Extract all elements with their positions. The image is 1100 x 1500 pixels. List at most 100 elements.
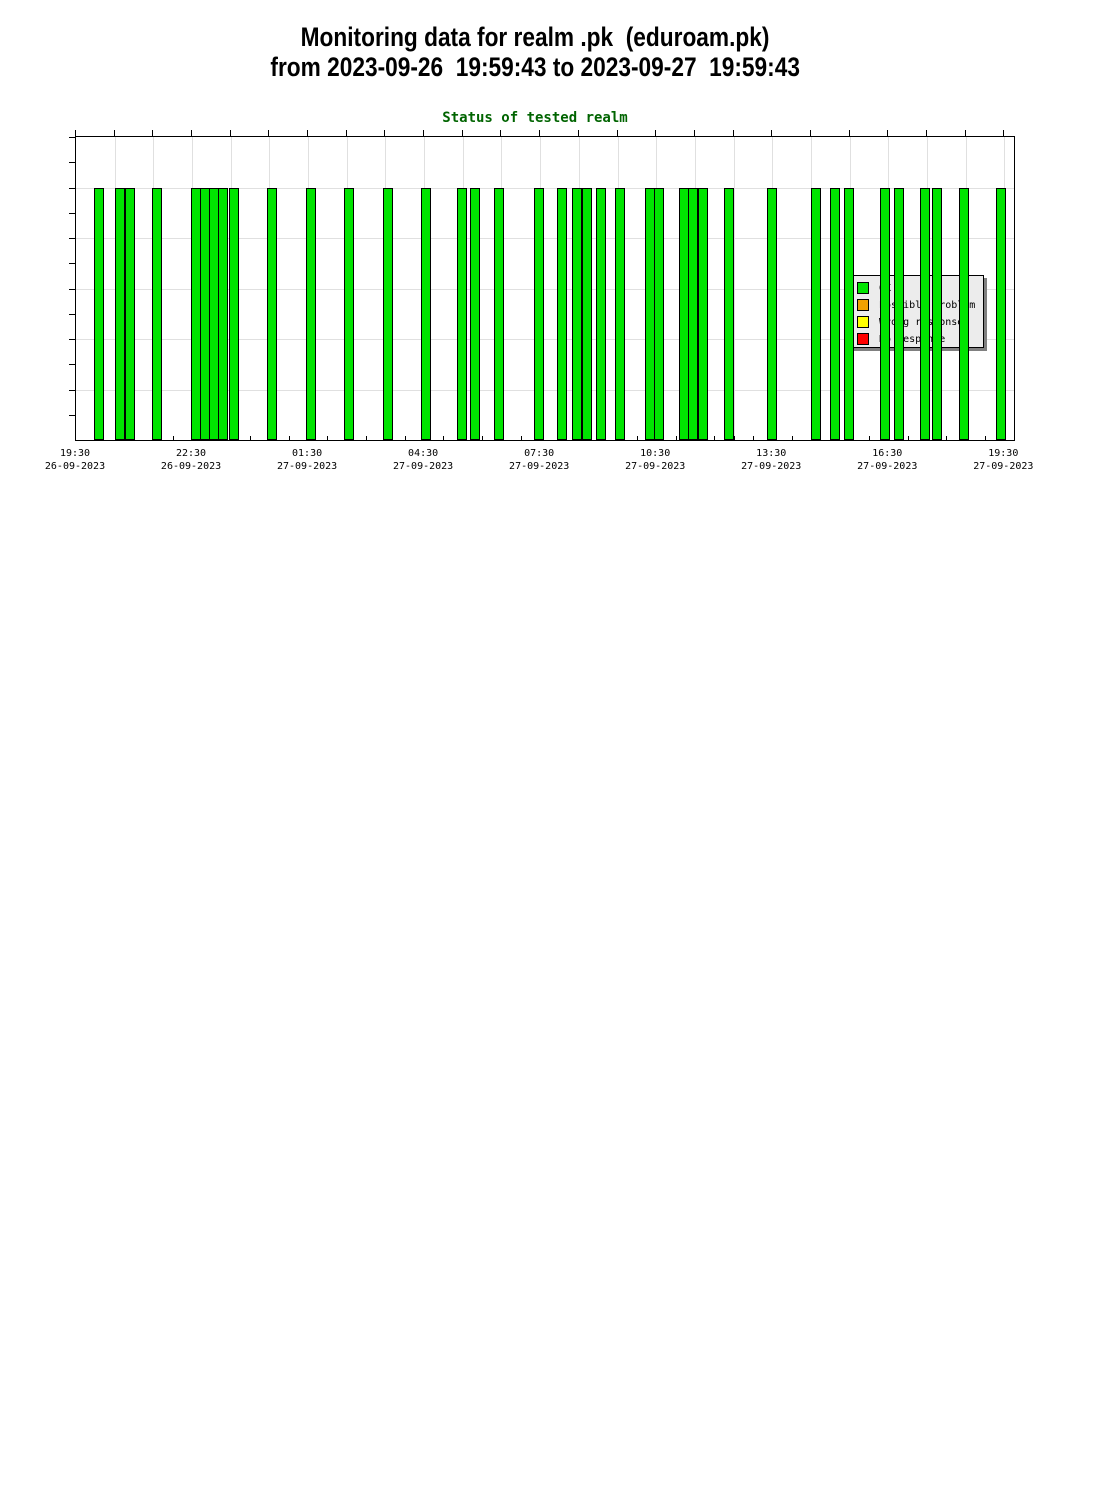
top-axis-tick xyxy=(964,130,966,136)
chart-title: Status of tested realm xyxy=(442,110,628,126)
top-axis-tick xyxy=(1003,130,1005,136)
y-axis-tick xyxy=(69,389,75,391)
x-minor-tick xyxy=(327,436,329,440)
status-bar-ok xyxy=(995,187,1006,440)
top-axis-tick xyxy=(113,130,115,136)
top-axis-tick xyxy=(809,130,811,136)
top-axis-tick xyxy=(152,130,154,136)
legend-swatch-possible-problem xyxy=(857,299,869,311)
status-bar-ok xyxy=(678,187,689,440)
x-tick-date: 27-09-2023 xyxy=(625,461,686,472)
x-axis-tick-label: 04:30 27-09-2023 xyxy=(363,447,483,473)
status-bar-ok xyxy=(571,187,582,440)
top-axis-tick xyxy=(925,130,927,136)
status-bar-ok xyxy=(932,187,943,440)
status-bar-ok xyxy=(383,187,394,440)
x-minor-tick xyxy=(636,436,638,440)
x-minor-tick xyxy=(404,436,406,440)
status-bar-ok xyxy=(457,187,468,440)
top-axis-tick xyxy=(384,130,386,136)
status-bar-ok xyxy=(894,187,905,440)
top-axis-tick xyxy=(693,130,695,136)
top-axis-tick xyxy=(848,130,850,136)
status-bar-ok xyxy=(811,187,822,440)
x-minor-tick xyxy=(752,436,754,440)
status-bar-ok xyxy=(614,187,625,440)
x-tick-time: 10:30 xyxy=(640,448,671,459)
x-tick-time: 19:30 xyxy=(59,448,91,459)
x-tick-date: 26-09-2023 xyxy=(160,461,222,472)
x-minor-tick xyxy=(250,436,252,440)
horizontal-gridline xyxy=(76,339,1014,340)
top-axis-tick xyxy=(771,130,773,136)
status-bar-ok xyxy=(766,187,777,440)
y-axis-tick xyxy=(69,238,75,239)
x-tick-time: 01:30 xyxy=(292,448,323,459)
x-tick-date: 27-09-2023 xyxy=(857,461,918,472)
y-axis-tick xyxy=(69,364,75,366)
status-bar-ok xyxy=(125,187,136,440)
x-minor-tick xyxy=(443,436,445,440)
status-bar-ok xyxy=(344,187,355,440)
status-bar-ok xyxy=(723,187,734,440)
x-minor-tick xyxy=(946,436,948,440)
x-minor-tick xyxy=(733,436,735,440)
x-axis-tick-label: 16:30 27-09-2023 xyxy=(827,447,947,473)
status-bar-ok xyxy=(151,187,162,440)
x-tick-date: 26-09-2023 xyxy=(44,461,106,472)
x-axis-tick-label: 10:30 27-09-2023 xyxy=(595,447,715,473)
x-minor-tick xyxy=(984,436,986,440)
x-tick-time: 22:30 xyxy=(175,448,207,459)
x-tick-time: 04:30 xyxy=(408,448,439,459)
x-axis-tick-label: 19:30 26-09-2023 xyxy=(15,447,135,473)
x-tick-date: 27-09-2023 xyxy=(973,461,1034,472)
status-bar-ok xyxy=(93,187,104,440)
status-bar-ok xyxy=(470,187,481,440)
status-bar-ok xyxy=(880,187,891,440)
status-bar-ok xyxy=(556,187,567,440)
status-bar-ok xyxy=(843,187,854,440)
x-minor-tick xyxy=(714,436,716,440)
y-axis-tick xyxy=(69,162,75,164)
status-bar-ok xyxy=(829,187,840,440)
x-axis-tick-label: 19:30 27-09-2023 xyxy=(943,447,1063,473)
x-axis-tick-label: 22:30 26-09-2023 xyxy=(131,447,251,473)
status-bar-ok xyxy=(533,187,544,440)
status-bar-ok xyxy=(581,187,592,440)
y-axis-tick xyxy=(69,339,75,340)
status-bar-ok xyxy=(267,187,278,440)
legend-swatch-no-response xyxy=(857,333,869,345)
x-tick-time: 19:30 xyxy=(988,448,1019,459)
top-axis-tick xyxy=(191,130,193,136)
x-minor-tick xyxy=(520,436,522,440)
page-title-line2-text: from 2023-09-26 19:59:43 to 2023-09-27 1… xyxy=(270,52,800,82)
top-axis-tick xyxy=(307,130,309,136)
x-tick-date: 27-09-2023 xyxy=(741,461,802,472)
y-axis-tick xyxy=(69,212,75,214)
y-axis-tick xyxy=(69,137,75,138)
legend-swatch-wrong-response xyxy=(857,316,869,328)
x-tick-date: 27-09-2023 xyxy=(509,461,570,472)
y-axis-tick xyxy=(69,414,75,416)
top-axis-tick xyxy=(616,130,618,136)
horizontal-gridline xyxy=(76,288,1014,290)
horizontal-gridline xyxy=(76,187,1014,189)
top-axis-tick xyxy=(229,130,231,136)
top-axis-tick xyxy=(345,130,347,136)
page-title-line1-text: Monitoring data for realm .pk (eduroam.p… xyxy=(300,22,770,52)
top-axis-tick xyxy=(268,130,270,136)
y-axis-tick xyxy=(69,187,75,189)
y-axis-tick xyxy=(69,263,75,265)
status-bar-ok xyxy=(115,187,126,440)
top-axis-tick xyxy=(539,130,541,136)
x-axis-tick-label: 07:30 27-09-2023 xyxy=(479,447,599,473)
x-minor-tick xyxy=(868,436,870,440)
legend-swatch-ok xyxy=(857,282,869,294)
top-axis-tick xyxy=(577,130,579,136)
top-axis-tick xyxy=(887,130,889,136)
x-tick-time: 16:30 xyxy=(872,448,903,459)
x-tick-time: 13:30 xyxy=(756,448,787,459)
top-axis-tick xyxy=(655,130,657,136)
top-axis-tick xyxy=(500,130,502,136)
